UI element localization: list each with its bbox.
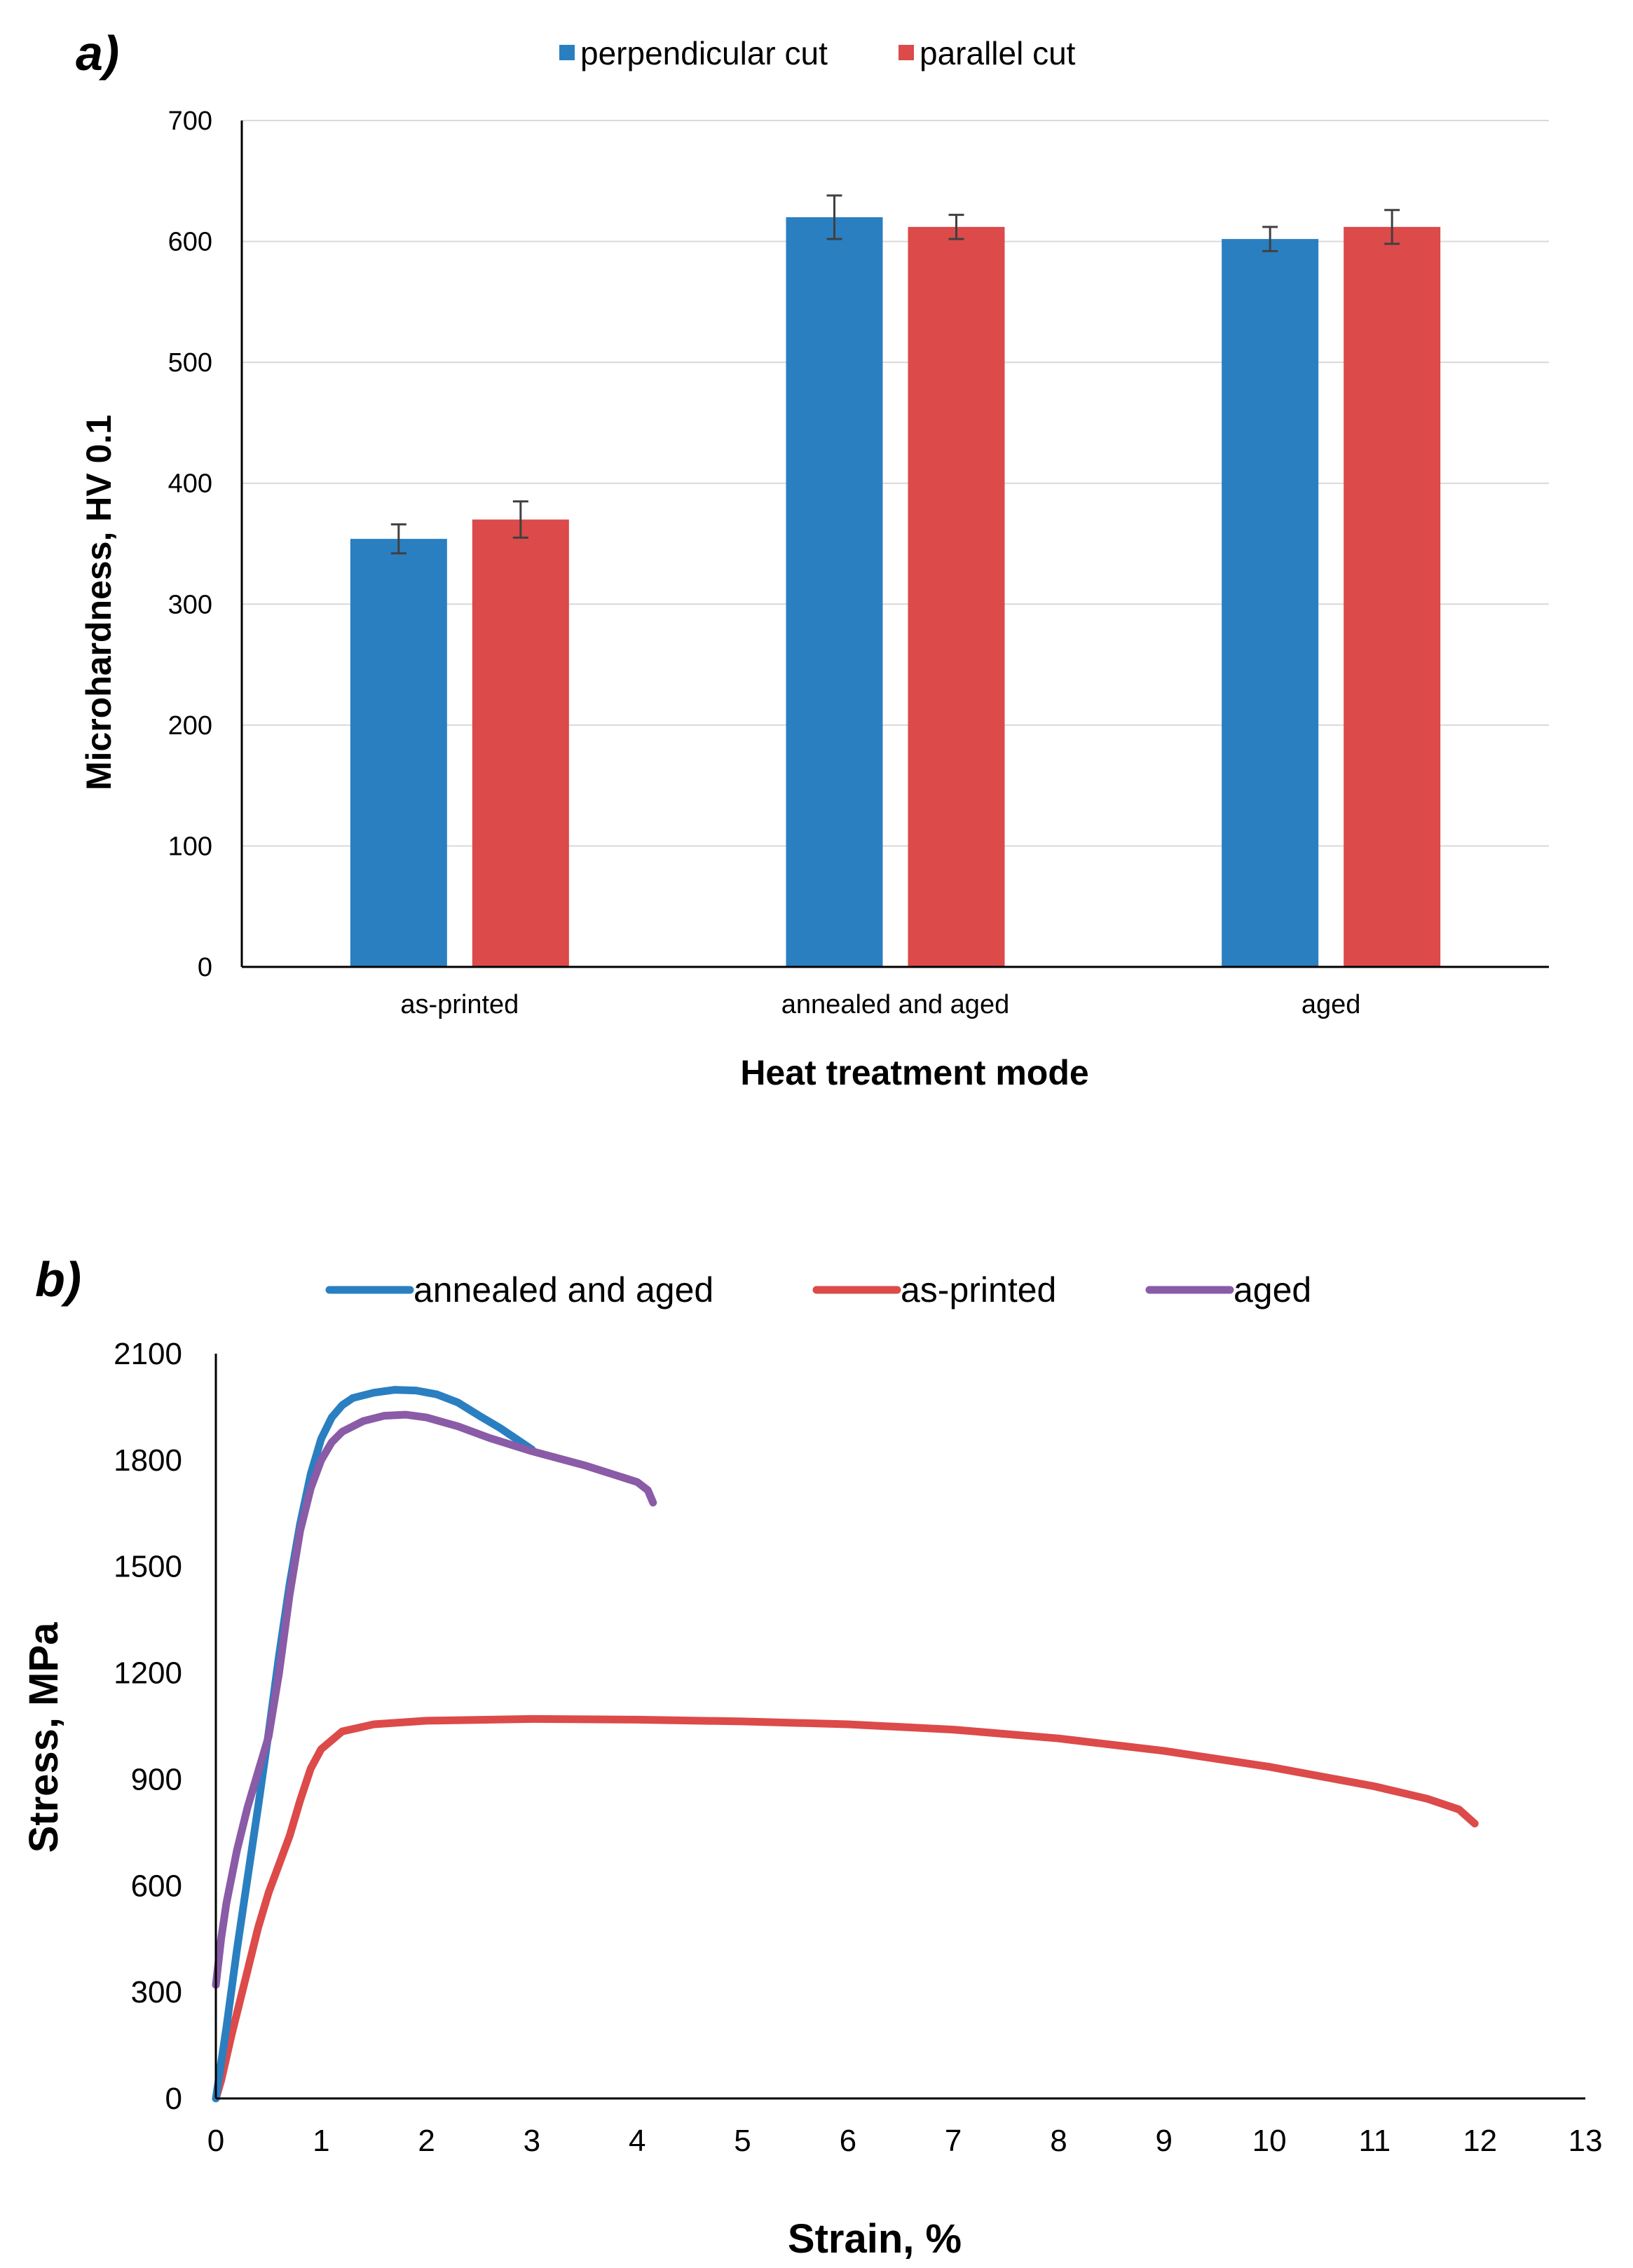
error-bar-parallel-cut-annealed-and-aged — [948, 214, 964, 240]
y-tick-label-600: 600 — [131, 1869, 182, 1903]
series-line-as-printed — [212, 1714, 1479, 2103]
x-tick-label-12: 12 — [1463, 2124, 1497, 2158]
error-bar-perpendicular-cut-as-printed — [390, 523, 406, 555]
legend-swatch-perpendicular-cut — [559, 45, 575, 60]
bar-perpendicular-cut-annealed-and-aged — [786, 217, 883, 967]
y-tick-label-200: 200 — [168, 711, 212, 741]
x-tick-label-5: 5 — [734, 2124, 751, 2158]
panel-a-legend: perpendicular cut parallel cut — [559, 35, 1076, 71]
x-tick-label-2: 2 — [418, 2124, 435, 2158]
panel-b-x-axis-title: Strain, % — [788, 2216, 962, 2262]
x-tick-label-13: 13 — [1569, 2124, 1603, 2158]
legend-label-parallel-cut: parallel cut — [920, 35, 1076, 71]
y-tick-label-600: 600 — [168, 228, 212, 257]
series-line-annealed-and-aged — [212, 1386, 536, 2103]
panel-b-stress-strain-chart: b) annealed and aged as-printed aged 030… — [21, 1252, 1602, 2262]
y-tick-label-1500: 1500 — [114, 1550, 182, 1584]
x-tick-label-annealed-and-aged: annealed and aged — [781, 990, 1009, 1019]
y-tick-label-300: 300 — [131, 1975, 182, 2009]
x-tick-label-7: 7 — [945, 2124, 962, 2158]
x-tick-label-11: 11 — [1359, 2124, 1391, 2158]
y-tick-label-700: 700 — [168, 106, 212, 136]
legend-label-perpendicular-cut: perpendicular cut — [580, 35, 828, 71]
legend-label-as-printed: as-printed — [901, 1270, 1056, 1310]
error-bar-perpendicular-cut-aged — [1262, 226, 1278, 252]
x-tick-label-8: 8 — [1050, 2124, 1067, 2158]
panel-a-bars — [350, 217, 1441, 968]
y-tick-label-900: 900 — [131, 1762, 182, 1796]
y-tick-label-1800: 1800 — [114, 1443, 182, 1478]
y-tick-label-0: 0 — [198, 953, 212, 982]
bar-perpendicular-cut-as-printed — [350, 539, 447, 967]
y-tick-label-300: 300 — [168, 590, 212, 619]
legend-label-aged: aged — [1234, 1270, 1311, 1310]
bar-parallel-cut-as-printed — [472, 519, 569, 967]
legend-label-annealed-and-aged: annealed and aged — [414, 1270, 713, 1310]
bar-perpendicular-cut-aged — [1222, 239, 1319, 967]
x-tick-label-1: 1 — [313, 2124, 329, 2158]
panel-b-x-tick-labels: 0 1 2 3 4 5 6 7 8 9 10 11 12 13 — [207, 2124, 1603, 2158]
error-bar-parallel-cut-as-printed — [512, 500, 528, 539]
y-tick-label-0: 0 — [165, 2082, 182, 2116]
y-tick-label-100: 100 — [168, 832, 212, 861]
error-bar-parallel-cut-aged — [1384, 209, 1400, 245]
x-tick-label-4: 4 — [629, 2124, 645, 2158]
panel-a-x-tick-labels: as-printed annealed and aged aged — [400, 990, 1360, 1019]
x-tick-label-10: 10 — [1252, 2124, 1287, 2158]
panel-a-label: a) — [76, 26, 119, 81]
x-tick-label-6: 6 — [840, 2124, 856, 2158]
panel-a-error-bars — [390, 194, 1400, 555]
x-tick-label-3: 3 — [524, 2124, 540, 2158]
panel-b-label: b) — [35, 1252, 81, 1307]
y-tick-label-500: 500 — [168, 348, 212, 378]
panel-a-y-tick-labels: 0 100 200 300 400 500 600 700 — [168, 106, 212, 982]
panel-b-legend: annealed and aged as-printed aged — [325, 1270, 1311, 1310]
panel-b-y-tick-labels: 0 300 600 900 1200 1500 1800 2100 — [114, 1337, 182, 2116]
bar-parallel-cut-aged — [1344, 226, 1441, 968]
panel-a-y-axis-title: Microhardness, HV 0.1 — [79, 415, 118, 790]
panel-a-gridlines — [242, 120, 1549, 847]
series-line-aged — [212, 1410, 657, 1989]
y-tick-label-400: 400 — [168, 469, 212, 499]
panel-a-microhardness-bar-chart: a) perpendicular cut parallel cut 0 100 20… — [76, 26, 1549, 1092]
y-tick-label-2100: 2100 — [114, 1337, 182, 1371]
panel-b-series-lines — [212, 1386, 1479, 2103]
panel-a-x-axis-title: Heat treatment mode — [740, 1053, 1088, 1092]
x-tick-label-9: 9 — [1156, 2124, 1173, 2158]
panel-b-y-axis-title: Stress, MPa — [21, 1622, 67, 1853]
legend-swatch-parallel-cut — [899, 45, 914, 60]
error-bar-perpendicular-cut-annealed-and-aged — [826, 194, 842, 240]
x-tick-label-aged: aged — [1301, 990, 1361, 1019]
x-tick-label-as-printed: as-printed — [400, 990, 519, 1019]
x-tick-label-0: 0 — [207, 2124, 224, 2158]
bar-parallel-cut-annealed-and-aged — [908, 226, 1005, 968]
y-tick-label-1200: 1200 — [114, 1656, 182, 1691]
